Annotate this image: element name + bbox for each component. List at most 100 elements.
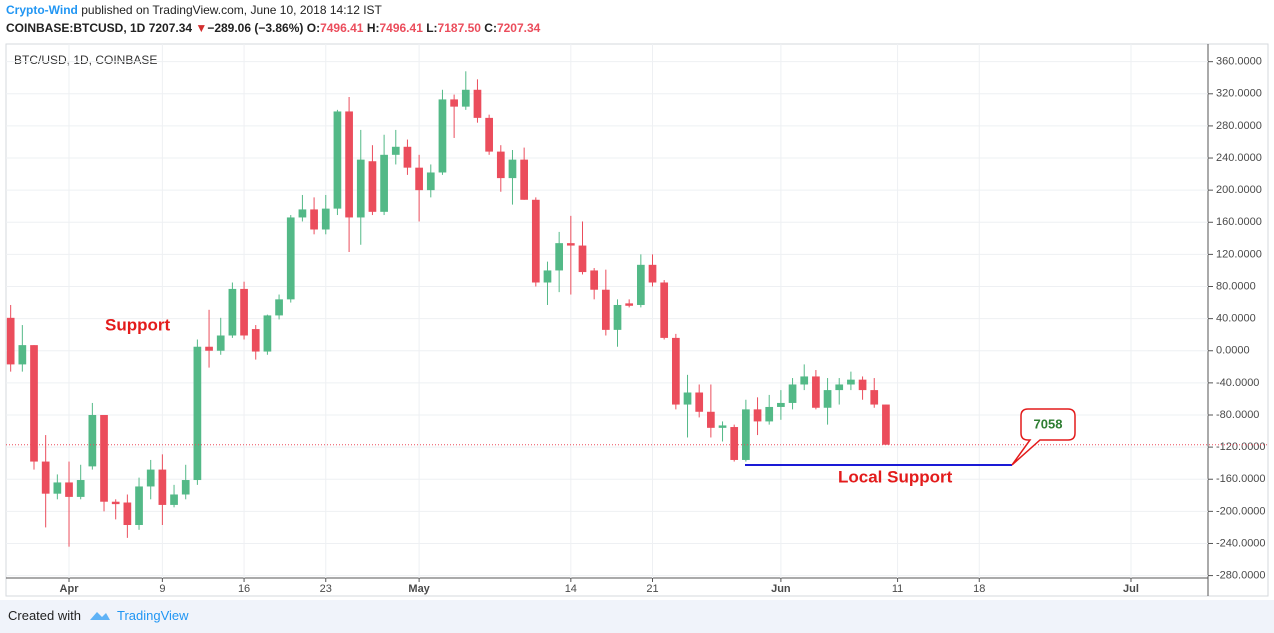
candle-body xyxy=(286,217,295,300)
candle-body xyxy=(543,270,552,283)
x-tick-label: 21 xyxy=(646,583,658,595)
y-tick-label: -160.0000 xyxy=(1216,473,1266,485)
change: −289.06 (−3.86%) xyxy=(207,21,304,35)
y-tick-label: 320.0000 xyxy=(1216,88,1262,100)
l-label: L: xyxy=(426,21,438,35)
y-tick-label: 280.0000 xyxy=(1216,120,1262,132)
y-tick-label: -40.0000 xyxy=(1216,377,1259,389)
candle-body xyxy=(882,404,890,445)
candle-body xyxy=(216,335,225,351)
candle-body xyxy=(41,461,50,494)
candle-body xyxy=(566,243,575,246)
candle-body xyxy=(135,486,143,526)
c-label: C: xyxy=(484,21,497,35)
chart: BTC/USD, 1D, COINBASE 360.0000 320.0000 28… xyxy=(5,43,1269,597)
candle-body xyxy=(146,469,155,487)
candle-body xyxy=(788,384,797,403)
y-tick-label: -280.0000 xyxy=(1216,569,1266,581)
symbol: COINBASE:BTCUSD, 1D xyxy=(6,21,146,35)
x-tick-label: May xyxy=(408,583,430,595)
candle-body xyxy=(438,99,447,173)
annotation: Support xyxy=(105,315,170,334)
candle-body xyxy=(380,154,388,212)
created-with: Created with xyxy=(8,608,81,623)
candle-body xyxy=(193,346,202,481)
h-label: H: xyxy=(366,21,380,35)
candle-body xyxy=(847,379,855,385)
arrow: ▼ xyxy=(195,21,208,35)
grid xyxy=(6,44,1208,578)
candle-body xyxy=(310,209,318,230)
y-tick-label: 160.0000 xyxy=(1216,216,1262,228)
candle-body xyxy=(870,390,879,405)
candle-body xyxy=(835,384,844,391)
o-label: O: xyxy=(306,21,321,35)
y-tick-label: 200.0000 xyxy=(1216,184,1262,196)
brand[interactable]: TradingView xyxy=(117,608,189,623)
candle-body xyxy=(520,159,528,200)
y-tick-label: 120.0000 xyxy=(1216,248,1262,260)
candle-body xyxy=(450,99,458,107)
candle-body xyxy=(76,480,85,497)
candle-body xyxy=(426,172,435,191)
candle-body xyxy=(18,345,27,365)
candle-body xyxy=(275,299,283,316)
candle-body xyxy=(228,288,237,336)
candle-body xyxy=(578,245,587,273)
candle-body xyxy=(625,303,634,306)
open: 7496.41 xyxy=(320,21,364,35)
candle-body xyxy=(707,411,715,428)
y-tick-label: 0.0000 xyxy=(1216,345,1250,357)
candle-body xyxy=(660,282,669,338)
candle-body xyxy=(730,427,739,460)
symbol-line: COINBASE:BTCUSD, 1D 7207.34 ▼−289.06 (−3… xyxy=(6,21,540,35)
candle-body xyxy=(415,167,423,191)
candle-body xyxy=(683,392,692,405)
x-tick-label: Jul xyxy=(1123,583,1139,595)
candle-body xyxy=(345,111,353,218)
candle-body xyxy=(170,494,178,505)
callout-box xyxy=(1011,408,1076,466)
high: 7496.41 xyxy=(379,21,423,35)
candle-body xyxy=(240,288,248,336)
close: 7207.34 xyxy=(496,21,541,35)
publish-line: Crypto-Wind published on TradingView.com… xyxy=(6,3,382,17)
candle-body xyxy=(823,390,832,408)
candle-body xyxy=(321,208,330,230)
candle-body xyxy=(298,209,307,218)
author[interactable]: Crypto-Wind xyxy=(6,3,78,17)
y-tick-label: 40.0000 xyxy=(1216,313,1256,325)
callout-label: 7058 xyxy=(1034,416,1063,431)
candle-body xyxy=(251,329,260,352)
x-tick-label: Apr xyxy=(60,583,80,595)
x-tick-label: 9 xyxy=(159,583,165,595)
candle-body xyxy=(461,89,470,107)
candle-body xyxy=(30,345,38,462)
x-tick-label: 14 xyxy=(565,583,577,595)
frame xyxy=(5,43,1269,597)
x-tick-label: 23 xyxy=(320,583,332,595)
y-tick-label: -80.0000 xyxy=(1216,409,1259,421)
x-tick-label: 18 xyxy=(973,583,985,595)
candle-body xyxy=(648,264,657,283)
candle-body xyxy=(65,482,73,497)
candle-body xyxy=(590,270,599,290)
candle-body xyxy=(718,425,727,428)
y-tick-label: 240.0000 xyxy=(1216,152,1262,164)
candle-body xyxy=(123,502,132,526)
footer: Created with TradingView xyxy=(0,600,1274,633)
candle-body xyxy=(53,482,62,494)
candle-body xyxy=(100,414,108,502)
candle-body xyxy=(613,304,622,330)
candle-body xyxy=(531,199,540,283)
candle-body xyxy=(753,409,762,422)
candle-body xyxy=(742,409,750,460)
candle-body xyxy=(672,337,680,405)
candle-body xyxy=(555,243,564,271)
published: published on TradingView.com, June 10, 2… xyxy=(81,3,382,17)
y-tick-label: -200.0000 xyxy=(1216,505,1266,517)
y-tick-label: -240.0000 xyxy=(1216,537,1266,549)
candle-body xyxy=(508,159,517,179)
candle-body xyxy=(181,480,190,495)
